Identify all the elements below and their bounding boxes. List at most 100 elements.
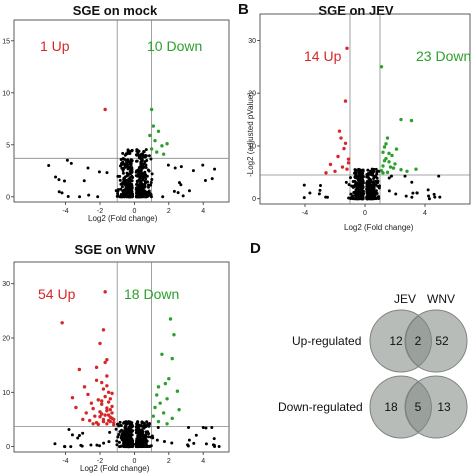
ns-point [432,192,436,196]
ns-point [187,438,191,442]
venn-row-label: Down-regulated [278,400,363,414]
up-point [105,358,109,362]
ns-point [210,425,214,429]
down-point [391,166,396,170]
x-tick-label: 4 [201,458,205,465]
ns-point [140,433,144,437]
ns-point [137,435,141,439]
up-point [105,374,109,378]
ns-point [351,194,355,198]
venn-wnv-only-up: 52 [435,334,449,348]
ns-point [60,191,64,195]
ns-point [143,170,147,174]
ns-point [141,187,145,191]
ns-point [69,445,73,449]
ns-point [125,161,129,165]
ns-point [130,166,134,170]
ns-point [387,176,391,180]
ns-point [118,178,122,182]
ns-point [148,445,152,449]
ns-point [143,422,147,426]
ns-point [146,183,150,187]
down-point [387,160,391,164]
ns-point [127,443,131,447]
up-point [94,365,99,370]
ns-point [115,439,119,443]
ns-point [115,443,119,447]
ns-point [366,174,370,178]
ns-point [375,176,379,180]
ns-point [139,184,143,188]
up-point [101,328,106,332]
ns-point [82,179,86,183]
down-point [153,138,157,143]
ns-point [318,188,322,192]
ns-point [372,167,376,171]
ns-point [204,426,208,430]
ns-point [107,440,111,444]
ns-point [179,165,183,169]
ns-point [212,443,216,447]
ns-point [347,183,351,187]
up-point [105,384,109,388]
ns-point [372,180,376,184]
up-point [339,136,343,140]
ns-point [149,157,153,161]
down-point [155,150,159,154]
x-tick-label: 4 [201,208,205,215]
up-point [103,290,107,294]
ns-point [427,194,431,198]
ns-point [410,180,414,184]
ns-point [95,443,99,447]
down-point [165,397,169,401]
up-point [91,406,95,411]
ns-point [116,191,120,195]
ns-point [353,176,357,180]
up-point [60,321,64,325]
ns-point [366,179,370,183]
down-point [399,167,403,172]
ns-point [129,445,133,449]
ns-point [370,190,374,194]
up-point [108,397,113,401]
ns-point [201,425,205,429]
ns-point [149,195,153,199]
ns-point [166,163,170,167]
ns-point [141,152,145,156]
down-point [170,416,174,421]
up-point [103,360,107,365]
down-point [381,164,385,168]
up-point [346,157,351,161]
y-tick-label: 0 [6,194,10,201]
down-point [409,118,414,123]
ns-point [128,176,132,180]
down-point [167,377,171,381]
down-point [384,142,388,146]
down-point [151,124,156,128]
up-point [105,406,109,410]
up-point [70,396,75,400]
ns-point [366,197,370,201]
up-point [328,162,333,167]
ns-point [369,171,373,175]
ns-point [141,176,145,180]
up-point [98,410,102,414]
ns-point [62,179,66,183]
up-point [98,415,102,419]
x-tick-label: -2 [97,458,103,465]
down-point [158,401,162,405]
ns-point [415,191,419,195]
ns-point [161,195,165,199]
ns-point [124,442,128,446]
down-point [382,145,387,149]
x-axis-label: Log2 (Fold change) [80,464,150,473]
ns-point [127,430,131,434]
ns-point [360,181,364,185]
up-point [81,417,85,422]
ns-point [115,194,119,198]
ns-point [77,433,81,437]
ns-point [136,432,140,436]
ns-point [147,189,151,193]
ns-point [135,159,139,163]
y-tick-label: 15 [2,38,10,45]
